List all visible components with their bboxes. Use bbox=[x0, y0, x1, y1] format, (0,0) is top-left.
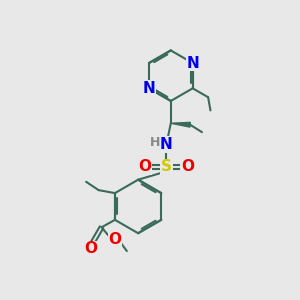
Text: N: N bbox=[142, 81, 155, 96]
Text: O: O bbox=[181, 159, 194, 174]
Text: S: S bbox=[161, 159, 172, 174]
Polygon shape bbox=[171, 122, 190, 127]
Text: N: N bbox=[160, 137, 173, 152]
Text: H: H bbox=[150, 136, 160, 149]
Text: N: N bbox=[186, 56, 199, 70]
Text: O: O bbox=[84, 242, 97, 256]
Text: O: O bbox=[138, 159, 152, 174]
Text: O: O bbox=[108, 232, 122, 247]
